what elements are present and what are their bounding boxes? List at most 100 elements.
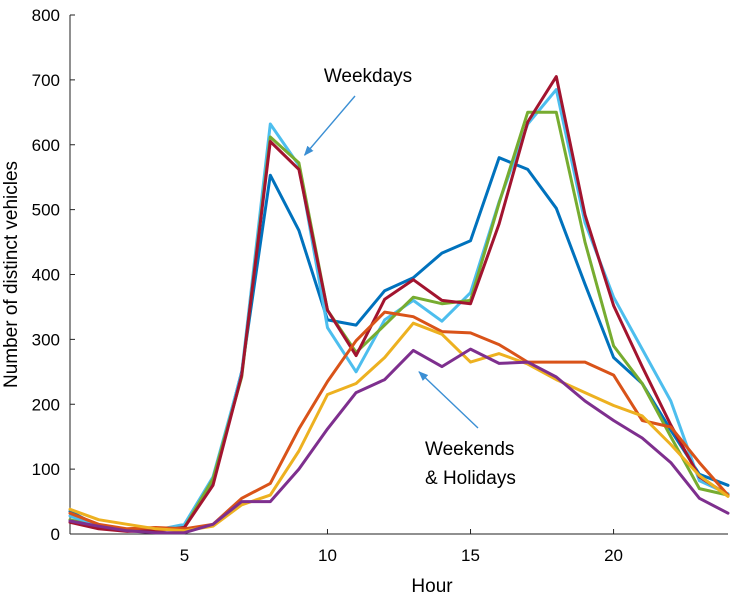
series-line [68, 156, 730, 533]
data-point [469, 239, 472, 242]
data-point [97, 518, 100, 521]
arrow-weekdays [303, 95, 356, 156]
data-point [583, 283, 587, 286]
data-point [326, 380, 329, 383]
data-point [97, 527, 100, 530]
data-point [383, 298, 386, 301]
data-point [297, 449, 301, 453]
data-point [154, 527, 157, 530]
data-point [354, 391, 358, 394]
data-point [240, 497, 243, 500]
data-point [555, 207, 558, 210]
data-point [440, 320, 444, 323]
data-point [698, 497, 701, 500]
series-7 [68, 347, 730, 535]
data-point [583, 399, 587, 403]
data-point [68, 508, 72, 511]
data-point [383, 318, 386, 322]
data-point [726, 484, 730, 487]
data-point [669, 425, 672, 429]
data-point [555, 375, 558, 379]
data-point [211, 484, 215, 487]
data-point [383, 289, 386, 292]
data-point [383, 310, 386, 314]
data-point [726, 495, 730, 498]
annotations: Weekdays Weekends & Holidays [303, 66, 516, 489]
data-point [97, 525, 100, 528]
data-point [555, 111, 558, 114]
axes: 0 100 200 300 400 500 600 700 800 5 10 15 20 Hour Numb… [1, 6, 728, 597]
data-point [612, 296, 615, 299]
data-point [68, 519, 72, 523]
y-axis-label: Number of distinct vehicles [1, 161, 22, 388]
data-point [698, 479, 701, 482]
data-point [698, 487, 701, 490]
data-point [641, 414, 644, 418]
data-point [269, 500, 272, 503]
data-point [297, 161, 301, 165]
data-point [469, 302, 472, 305]
data-point [469, 360, 472, 364]
series-line [68, 110, 730, 533]
x-axis-label: Hour [411, 576, 453, 597]
data-point [669, 435, 672, 438]
data-point [583, 240, 587, 244]
data-point [583, 213, 587, 216]
data-point [641, 436, 644, 440]
y-tick-label: 400 [32, 266, 60, 285]
data-point [383, 323, 386, 327]
data-point [555, 75, 558, 78]
annotation-weekdays: Weekdays [324, 66, 412, 87]
data-point [354, 339, 358, 342]
y-tick-label: 100 [32, 460, 60, 479]
data-point [612, 404, 615, 407]
data-point [269, 174, 272, 177]
data-point [669, 443, 672, 446]
data-point [354, 382, 358, 385]
data-point [354, 354, 358, 357]
y-tick-label: 200 [32, 395, 60, 414]
data-point [154, 531, 157, 534]
data-point [526, 111, 529, 114]
data-point [326, 326, 329, 329]
data-point [383, 356, 386, 359]
data-point [240, 500, 243, 503]
series-4 [68, 75, 730, 533]
data-point [440, 365, 444, 368]
data-point [269, 135, 272, 139]
data-point [297, 168, 301, 171]
data-point [469, 331, 472, 335]
y-tick-label: 500 [32, 201, 60, 220]
annotation-holidays: & Holidays [425, 468, 516, 489]
series-line [68, 321, 730, 533]
data-point [412, 278, 415, 281]
data-point [497, 222, 501, 226]
data-point [726, 512, 730, 515]
data-point [412, 276, 415, 279]
data-point [326, 427, 329, 431]
data-point [497, 352, 501, 355]
series-line [68, 347, 730, 535]
data-point [555, 88, 558, 91]
series-line [68, 75, 730, 533]
data-point [440, 251, 444, 255]
data-point [297, 467, 301, 471]
data-point [497, 156, 501, 159]
data-point [440, 330, 444, 333]
data-point [497, 343, 501, 346]
data-point [469, 347, 472, 351]
data-point [354, 370, 358, 373]
x-tick-label: 15 [461, 546, 480, 565]
data-point [269, 493, 272, 497]
data-point [612, 356, 615, 359]
data-point [612, 419, 615, 422]
data-point [669, 399, 672, 403]
data-point [526, 168, 529, 171]
data-point [412, 322, 415, 325]
y-tick-label: 700 [32, 71, 60, 90]
data-point [297, 427, 301, 431]
data-point [326, 309, 329, 312]
data-point [269, 482, 272, 485]
y-tick-label: 600 [32, 136, 60, 155]
